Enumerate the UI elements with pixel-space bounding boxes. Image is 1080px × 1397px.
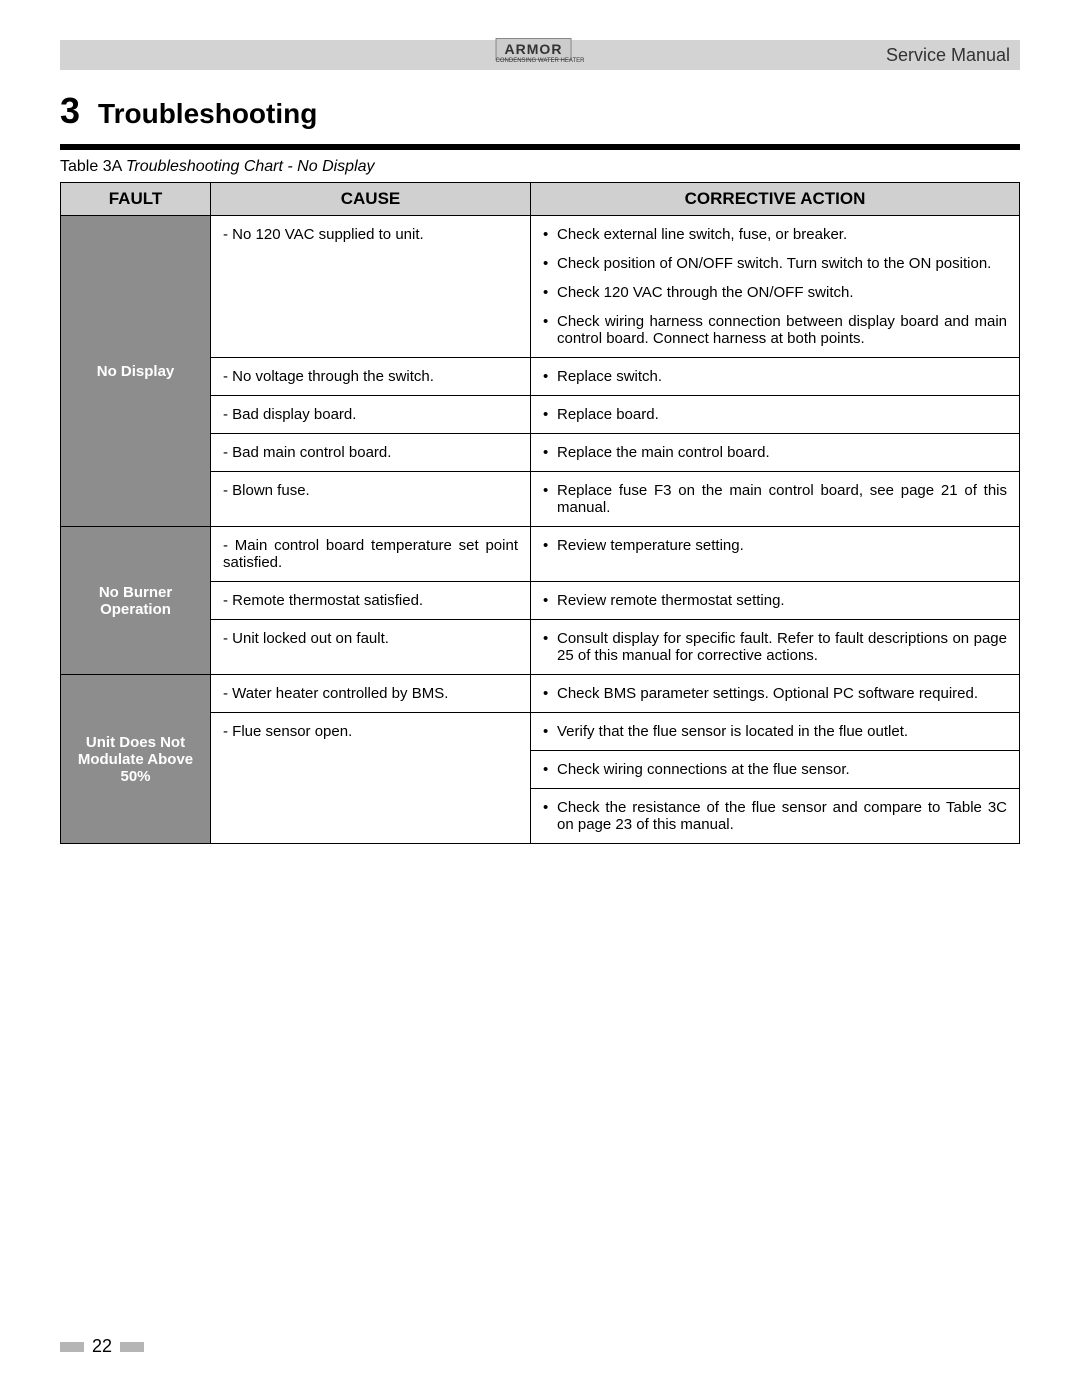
action-cell: Consult display for specific fault. Refe… bbox=[531, 620, 1020, 675]
cause-cell: - Flue sensor open. bbox=[211, 713, 531, 844]
logo-text: ARMOR bbox=[496, 38, 572, 60]
table-caption: Table 3A Troubleshooting Chart - No Disp… bbox=[60, 158, 1020, 176]
action-cell: Check BMS parameter settings. Optional P… bbox=[531, 675, 1020, 713]
action-item: Review temperature setting. bbox=[543, 537, 1007, 554]
action-item: Replace fuse F3 on the main control boar… bbox=[543, 482, 1007, 516]
table-row: No Display- No 120 VAC supplied to unit.… bbox=[61, 216, 1020, 358]
fault-cell: No Display bbox=[61, 216, 211, 527]
page-footer: 22 bbox=[60, 1336, 144, 1357]
cause-cell: - Remote thermostat satisfied. bbox=[211, 582, 531, 620]
service-manual-label: Service Manual bbox=[886, 45, 1010, 66]
fault-cell: Unit Does Not Modulate Above 50% bbox=[61, 675, 211, 844]
cause-cell: - Blown fuse. bbox=[211, 472, 531, 527]
divider bbox=[60, 144, 1020, 150]
action-item: Check the resistance of the flue sensor … bbox=[543, 799, 1007, 833]
action-item: Replace switch. bbox=[543, 368, 1007, 385]
col-fault: FAULT bbox=[61, 183, 211, 216]
cause-cell: - Bad display board. bbox=[211, 396, 531, 434]
footer-bar-right bbox=[120, 1342, 144, 1352]
action-cell: Replace switch. bbox=[531, 358, 1020, 396]
action-item: Check 120 VAC through the ON/OFF switch. bbox=[543, 284, 1007, 301]
action-item: Verify that the flue sensor is located i… bbox=[543, 723, 1007, 740]
action-item: Check wiring connections at the flue sen… bbox=[543, 761, 1007, 778]
action-item: Check BMS parameter settings. Optional P… bbox=[543, 685, 1007, 702]
cause-cell: - Bad main control board. bbox=[211, 434, 531, 472]
action-cell: Replace fuse F3 on the main control boar… bbox=[531, 472, 1020, 527]
fault-cell: No Burner Operation bbox=[61, 527, 211, 675]
col-cause: CAUSE bbox=[211, 183, 531, 216]
cause-cell: - Water heater controlled by BMS. bbox=[211, 675, 531, 713]
footer-bar-left bbox=[60, 1342, 84, 1352]
action-cell: Review remote thermostat setting. bbox=[531, 582, 1020, 620]
action-item: Check position of ON/OFF switch. Turn sw… bbox=[543, 255, 1007, 272]
page-number: 22 bbox=[92, 1336, 112, 1357]
action-cell: Replace the main control board. bbox=[531, 434, 1020, 472]
action-cell: Verify that the flue sensor is located i… bbox=[531, 713, 1020, 751]
table-caption-title: Troubleshooting Chart - No Display bbox=[126, 158, 375, 175]
action-item: Check wiring harness connection between … bbox=[543, 313, 1007, 347]
troubleshooting-table: FAULT CAUSE CORRECTIVE ACTION No Display… bbox=[60, 182, 1020, 844]
cause-cell: - No 120 VAC supplied to unit. bbox=[211, 216, 531, 358]
action-cell: Check wiring connections at the flue sen… bbox=[531, 751, 1020, 789]
logo-subtext: CONDENSING WATER HEATER bbox=[496, 58, 585, 64]
action-item: Consult display for specific fault. Refe… bbox=[543, 630, 1007, 664]
action-cell: Check the resistance of the flue sensor … bbox=[531, 789, 1020, 844]
logo: ARMOR CONDENSING WATER HEATER bbox=[496, 38, 585, 64]
col-action: CORRECTIVE ACTION bbox=[531, 183, 1020, 216]
cause-cell: - Unit locked out on fault. bbox=[211, 620, 531, 675]
action-item: Review remote thermostat setting. bbox=[543, 592, 1007, 609]
section-title: Troubleshooting bbox=[98, 98, 317, 130]
table-row: Unit Does Not Modulate Above 50%- Water … bbox=[61, 675, 1020, 713]
action-item: Replace the main control board. bbox=[543, 444, 1007, 461]
table-caption-label: Table 3A bbox=[60, 158, 126, 175]
action-cell: Check external line switch, fuse, or bre… bbox=[531, 216, 1020, 358]
section-heading: 3 Troubleshooting bbox=[60, 90, 1020, 132]
cause-cell: - No voltage through the switch. bbox=[211, 358, 531, 396]
action-item: Check external line switch, fuse, or bre… bbox=[543, 226, 1007, 243]
table-header-row: FAULT CAUSE CORRECTIVE ACTION bbox=[61, 183, 1020, 216]
action-cell: Review temperature setting. bbox=[531, 527, 1020, 582]
action-item: Replace board. bbox=[543, 406, 1007, 423]
section-number: 3 bbox=[60, 90, 80, 132]
table-row: No Burner Operation- Main control board … bbox=[61, 527, 1020, 582]
cause-cell: - Main control board temperature set poi… bbox=[211, 527, 531, 582]
action-cell: Replace board. bbox=[531, 396, 1020, 434]
